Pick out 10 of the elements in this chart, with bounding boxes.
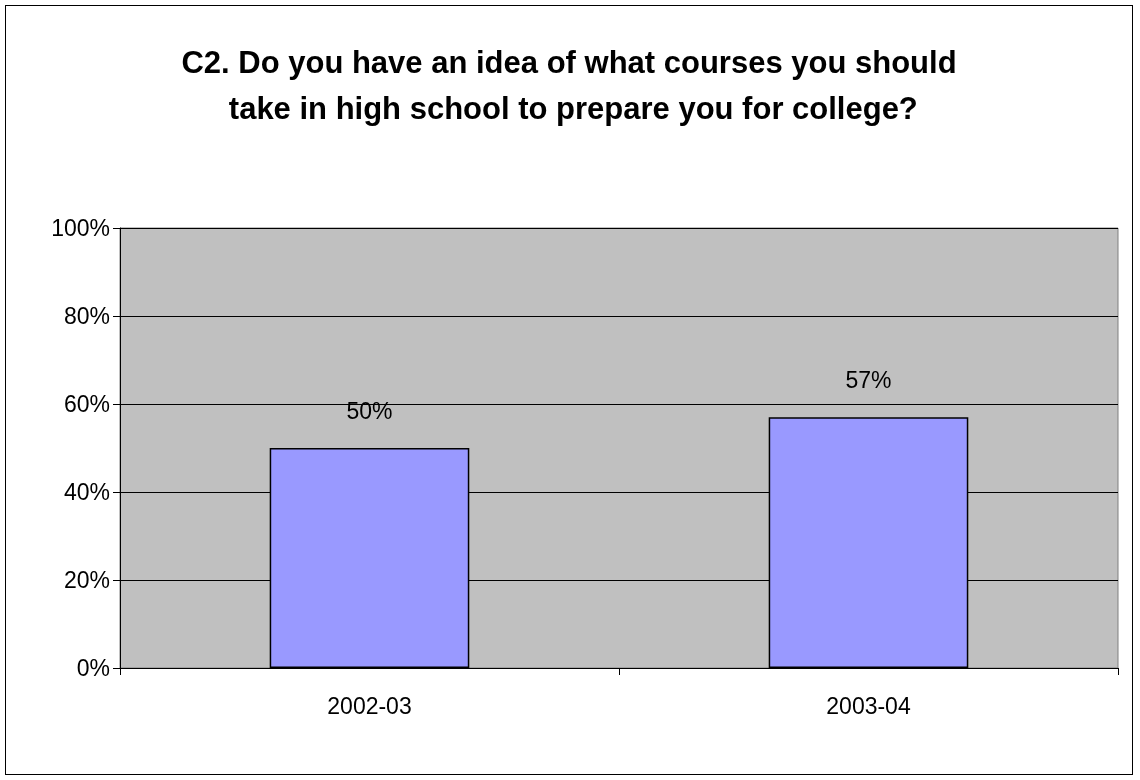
y-tick-label: 40% [63, 479, 110, 505]
x-tick-label: 2002-03 [327, 692, 412, 719]
x-tick-label: 2003-04 [826, 692, 911, 719]
y-tick-label: 20% [63, 567, 110, 593]
y-tick-label: 80% [63, 303, 110, 329]
y-tick-label: 100% [51, 215, 110, 241]
data-label: 57% [845, 366, 892, 393]
chart-title: C2. Do you have an idea of what courses you should take in high school to prepare you for college? [181, 44, 957, 126]
y-tick-label: 60% [63, 391, 110, 417]
y-tick-label: 0% [76, 655, 110, 681]
